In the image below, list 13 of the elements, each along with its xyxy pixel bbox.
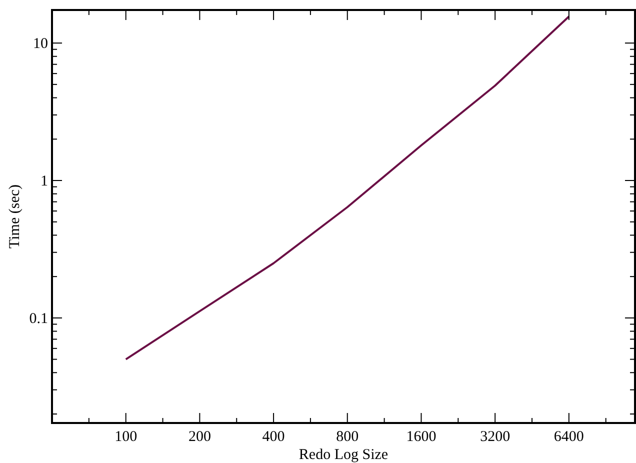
x-tick-label: 6400	[554, 429, 584, 445]
line-series	[124, 16, 570, 360]
x-tick-label: 3200	[480, 429, 510, 445]
y-axis-title: Time (sec)	[7, 184, 23, 249]
x-tick-label: 1600	[406, 429, 436, 445]
x-tick-label: 800	[336, 429, 359, 445]
x-tick-label: 400	[262, 429, 285, 445]
y-tick-label: 1	[40, 173, 48, 190]
x-axis-title: Redo Log Size	[298, 447, 388, 463]
y-tick-label: 10	[33, 36, 48, 52]
x-tick-label: 100	[114, 429, 138, 445]
y-tick-label: 0.1	[29, 310, 48, 327]
x-tick-label: 200	[188, 429, 211, 445]
